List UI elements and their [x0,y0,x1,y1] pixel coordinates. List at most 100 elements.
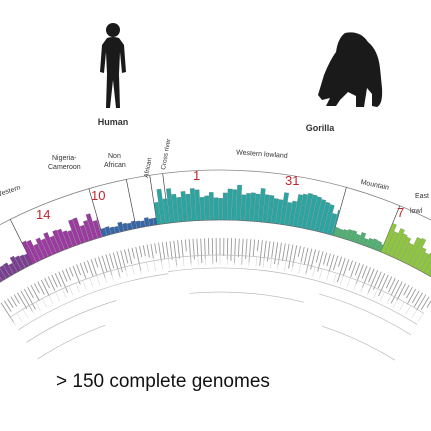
sample-tick-90 [328,254,335,273]
tree-leaf-163 [319,268,323,279]
tree-leaf-134 [110,270,114,281]
sample-tick-65 [237,238,240,258]
sample-tick-81 [297,246,301,257]
tree-leaf-173 [386,295,392,305]
sample-tick-31 [109,253,115,269]
group-label-westernlowland: Western lowland [236,149,288,160]
tree-leaf-154 [255,256,258,267]
group-separator-2 [125,179,137,227]
tree-leaf-129 [75,282,80,293]
sample-tick-106 [385,276,393,289]
group-label-nonafrican-line2: African [104,162,126,169]
sample-tick-89 [326,253,331,267]
tree-leaf-124 [42,298,48,308]
sample-tick-53 [192,238,195,260]
tree-leaf-130 [82,280,87,290]
diversity-bar-52 [199,197,206,221]
tree-leaf-121 [22,309,29,319]
group-label-crossriver: Cross river [160,137,172,170]
tree-leaf-166 [339,275,344,285]
sample-tick-110 [396,283,407,301]
sample-tick-72 [263,240,267,260]
sample-tick-25 [87,260,94,278]
human-label: Human [98,117,129,127]
sample-tick-3 [10,296,18,307]
sample-tick-95 [348,260,353,271]
tree-leaf-176 [405,305,411,315]
sample-tick-54 [196,238,199,257]
sample-tick-112 [406,286,413,299]
sample-tick-114 [411,290,420,304]
sample-tick-7 [23,288,37,310]
sample-tick-42 [150,243,154,259]
tree-leaf-152 [241,255,243,266]
tree-leaf-146 [197,255,199,266]
tree-leaf-131 [89,277,94,288]
sample-tick-16 [54,273,62,287]
tree-leaf-159 [291,262,294,272]
tree-leaf-123 [35,301,41,311]
tree-leaf-171 [373,288,379,299]
genome-count-caption: > 150 complete genomes [56,371,270,392]
tree-leaf-175 [399,301,405,311]
tree-leaf-158 [284,260,287,271]
sample-tick-2 [7,298,14,308]
sample-tick-113 [406,288,417,305]
tree-leaf-126 [55,291,60,302]
tree-leaf-170 [366,285,372,296]
sample-tick-75 [274,242,279,265]
tree-leaf-133 [103,272,107,283]
gorilla-label: Gorilla [306,123,336,133]
sample-tick-10 [33,283,40,294]
tree-leaf-172 [380,291,385,302]
tree-leaf-145 [190,256,192,267]
sample-tick-33 [116,251,123,273]
tree-leaf-155 [262,257,265,268]
tree-leaf-122 [29,305,35,315]
outer-arc-line [0,169,431,226]
diversity-bar-40 [148,218,155,226]
sample-tick-63 [230,238,233,261]
sample-tick-78 [285,243,290,261]
count-nigeria: 10 [91,188,105,203]
sample-tick-93 [336,257,346,283]
tree-branch-1 [18,273,169,330]
baseline-line [0,219,431,283]
sample-tick-104 [377,273,386,289]
tree-leaf-168 [353,280,358,290]
tree-leaf-144 [182,256,185,267]
sample-tick-105 [378,274,389,297]
sample-tick-92 [337,256,342,267]
sample-tick-91 [333,255,339,271]
group-label-nonafrican-line1: Non [108,153,121,160]
tree-leaf-120 [16,313,23,322]
diversity-bar-54 [208,192,214,221]
sample-tick-69 [252,239,256,257]
tree-leaf-162 [312,266,316,277]
sample-tick-109 [390,281,403,304]
sample-tick-118 [426,300,431,308]
sample-tick-74 [271,241,275,258]
sample-tick-94 [342,259,350,277]
tree-leaf-174 [392,298,398,308]
diversity-bar-56 [218,198,223,221]
group-label-nigeria-line2: Cameroon [48,164,81,171]
sample-tick-107 [388,278,396,293]
tree-leaf-161 [305,265,309,275]
tree-leaf-143 [175,257,178,268]
sample-tick-86 [315,250,320,263]
tree-leaf-160 [298,263,301,274]
diversity-bar-59 [231,189,238,221]
sample-label-ticks [0,238,431,323]
sample-tick-36 [127,248,133,265]
sample-tick-19 [65,268,72,281]
tree-branch-5 [189,291,305,303]
tree-leaf-140 [153,260,156,271]
tree-leaf-167 [346,277,351,288]
sample-tick-11 [37,281,45,295]
tree-branch-2 [168,267,418,325]
sample-tick-37 [131,247,135,259]
tree-leaf-127 [61,288,67,299]
